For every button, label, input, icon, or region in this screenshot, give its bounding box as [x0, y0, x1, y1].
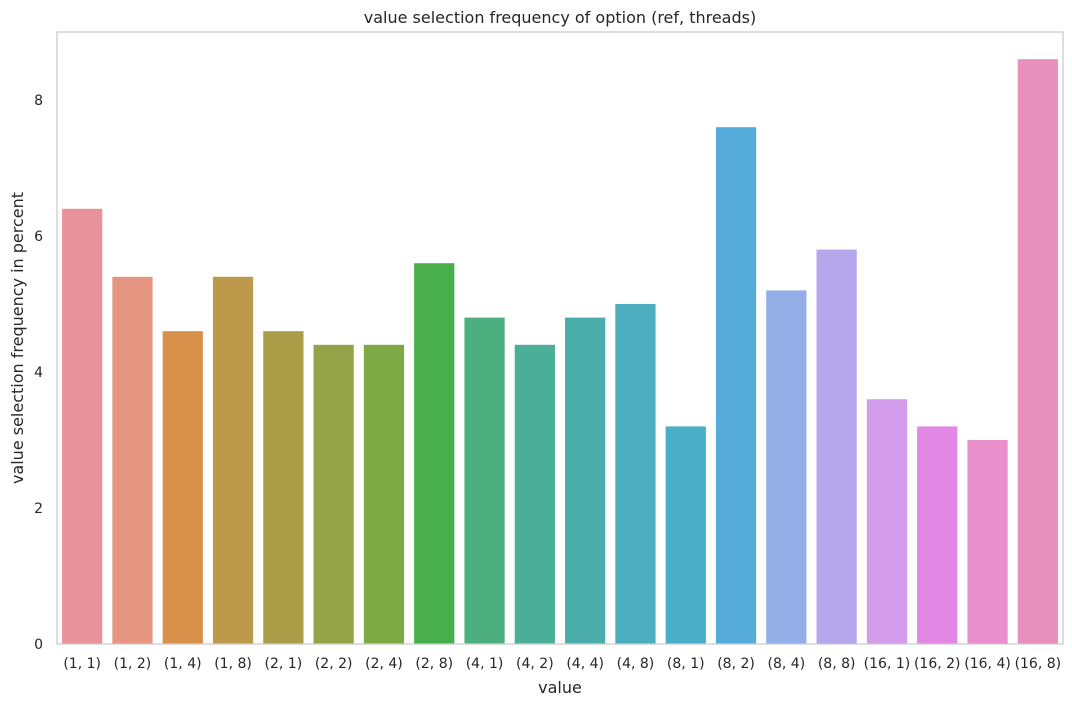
x-tick-label: (16, 2) — [914, 656, 961, 672]
chart-title: value selection frequency of option (ref… — [364, 8, 756, 27]
bar — [1017, 59, 1058, 644]
y-tick-label: 4 — [34, 365, 43, 381]
x-tick-label: (4, 1) — [466, 656, 504, 672]
bar — [464, 317, 505, 644]
x-tick-label: (1, 1) — [63, 656, 101, 672]
bar — [866, 399, 908, 644]
x-tick-label: (4, 2) — [516, 656, 554, 672]
y-tick-label: 6 — [34, 229, 43, 245]
bar — [766, 290, 807, 644]
y-tick-label: 2 — [34, 501, 43, 517]
x-tick-label: (2, 4) — [365, 656, 403, 672]
y-ticks-group: 0 2 4 6 8 — [34, 93, 43, 653]
x-tick-label: (1, 8) — [214, 656, 252, 672]
y-axis-title: value selection frequency in percent — [8, 192, 27, 484]
x-tick-label: (8, 4) — [768, 656, 806, 672]
bar — [967, 440, 1008, 644]
bar — [414, 263, 455, 644]
bar — [615, 304, 656, 644]
bar — [816, 249, 857, 644]
x-tick-label: (1, 4) — [164, 656, 202, 672]
x-tick-label: (1, 2) — [114, 656, 152, 672]
bar — [565, 317, 606, 644]
bar — [715, 127, 757, 644]
plot-frame — [56, 31, 1064, 645]
y-tick-label: 0 — [34, 637, 43, 653]
x-tick-label: (2, 1) — [265, 656, 303, 672]
bar — [363, 344, 405, 644]
x-tick-label: (16, 8) — [1015, 656, 1062, 672]
x-tick-label: (8, 2) — [717, 656, 755, 672]
x-tick-label: (4, 4) — [566, 656, 604, 672]
x-tick-label: (8, 8) — [818, 656, 856, 672]
x-ticks-group: (1, 1) (1, 2) (1, 4) (1, 8) (2, 1) (2, 2) (2, … — [63, 656, 1061, 672]
bar — [62, 208, 103, 645]
bar — [917, 426, 958, 644]
bar — [665, 426, 706, 644]
y-tick-label: 8 — [34, 93, 43, 109]
x-tick-label: (2, 2) — [315, 656, 353, 672]
x-tick-label: (8, 1) — [667, 656, 705, 672]
bar — [514, 344, 555, 644]
x-axis-title: value — [538, 678, 582, 697]
bars-group — [62, 59, 1058, 645]
x-tick-label: (16, 1) — [864, 656, 911, 672]
bar — [263, 331, 304, 644]
x-tick-label: (16, 4) — [964, 656, 1011, 672]
bar — [162, 331, 203, 644]
bar — [212, 276, 254, 644]
x-tick-label: (4, 8) — [617, 656, 655, 672]
bar — [313, 344, 354, 644]
bar — [112, 276, 153, 644]
x-tick-label: (2, 8) — [415, 656, 453, 672]
